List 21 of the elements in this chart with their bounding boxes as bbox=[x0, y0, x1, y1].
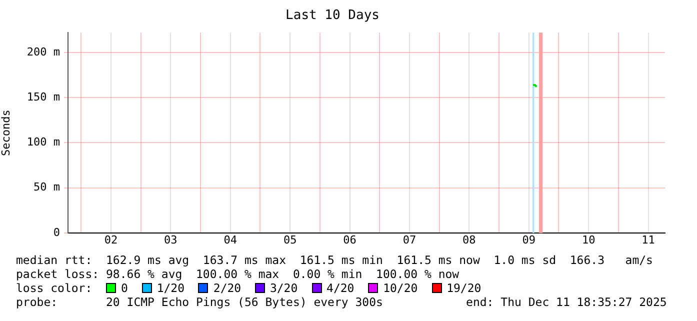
x-tick-label: 10 bbox=[582, 233, 596, 246]
text: probe: 20 ICMP Echo Pings (56 Bytes) every 300s end: Thu Dec 11 18:35:27 2025 bbox=[16, 295, 667, 309]
y-tick-label: 200 m bbox=[26, 45, 60, 58]
y-tick-label: 100 m bbox=[26, 136, 60, 149]
x-tick-label: 11 bbox=[642, 233, 655, 246]
y-tick-label: 50 m bbox=[34, 180, 60, 194]
text: loss color: 0 1/20 2/20 3/20 4/20 10/20 19/20 bbox=[16, 281, 482, 295]
chart-title: Last 10 Days bbox=[286, 8, 380, 24]
x-tick-label: 03 bbox=[164, 233, 178, 246]
y-tick-label: 0 bbox=[53, 226, 60, 239]
x-tick-label: 02 bbox=[104, 233, 118, 246]
y-tick-label: 150 m bbox=[26, 90, 60, 104]
x-tick-label: 07 bbox=[402, 233, 416, 246]
x-tick-label: 04 bbox=[224, 233, 238, 246]
text: median rtt: 162.9 ms avg 163.7 ms max 161.5 ms min 161.5 ms now 1.0 ms sd 166.3 am/s bbox=[16, 253, 654, 267]
x-tick-label: 06 bbox=[343, 233, 356, 246]
x-tick-label: 09 bbox=[522, 233, 536, 246]
x-tick-label: 05 bbox=[283, 233, 297, 246]
x-tick-label: 08 bbox=[462, 233, 476, 246]
y-axis-title: Seconds bbox=[0, 110, 12, 156]
text: packet loss: 98.66 % avg 100.00 % max 0.00 % min 100.00 % now bbox=[16, 267, 460, 281]
